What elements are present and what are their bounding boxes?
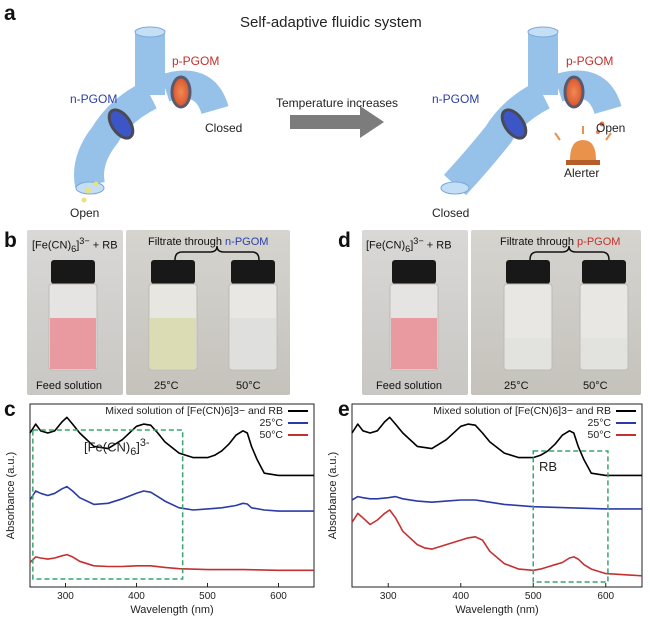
- panel-b-caption-25: 25°C: [154, 380, 179, 392]
- left-open-label: Open: [70, 206, 100, 220]
- panel-e-dashed-box: [532, 450, 609, 583]
- panel-c-plot-frame: [29, 403, 315, 588]
- panel-c-ylabel: Absorbance (a.u.): [5, 452, 17, 539]
- panel-e-letter: e: [338, 398, 350, 421]
- panel-a-title: Self-adaptive fluidic system: [240, 14, 422, 31]
- panel-c-letter: c: [4, 398, 16, 421]
- panel-d-filtrate-header: Filtrate through p-PGOM: [500, 236, 621, 248]
- panel-e-xtick-label-0: 300: [380, 591, 397, 602]
- panel-c-xtick-label-3: 600: [270, 591, 287, 602]
- alerter-icon: [554, 126, 612, 165]
- right-n-pgom-label: n-PGOM: [432, 92, 480, 106]
- panel-c-xtick-label-2: 500: [199, 591, 216, 602]
- panel-e-series-0-line: [351, 416, 642, 477]
- panel-c-chart: 300 400 500 600 Wavelength (nm) Absorbance (a…: [5, 403, 315, 616]
- left-p-membrane: [170, 75, 192, 109]
- temperature-arrow: [290, 106, 384, 138]
- panel-e-legend-label-0: Mixed solution of [Fe(CN)6]3− and RB: [433, 405, 611, 417]
- right-closed-label: Closed: [432, 206, 470, 220]
- panel-d-vials: [389, 245, 629, 371]
- panel-d-feed-caption: Feed solution: [376, 380, 443, 392]
- panel-e-chart: 300 400 500 600 Wavelength (nm) Absorbance (a…: [327, 403, 643, 616]
- panel-b-letter: b: [4, 229, 17, 252]
- right-p-pgom-label: p-PGOM: [566, 54, 614, 68]
- panel-b-feed-caption: Feed solution: [36, 380, 103, 392]
- panel-c-legend-label-2: 50°C: [260, 429, 284, 441]
- panel-c-series-2-line: [29, 553, 314, 572]
- panel-b-caption-50: 50°C: [236, 380, 261, 392]
- panel-b-feed-header: [Fe(CN)6]3− + RB: [32, 236, 118, 254]
- panel-d-caption-50: 50°C: [583, 380, 608, 392]
- panel-a-letter: a: [4, 2, 16, 25]
- panel-e-series-2-line: [351, 509, 643, 577]
- panel-c-series-0-line: [29, 416, 314, 477]
- right-open-label: Open: [596, 121, 626, 135]
- panel-d-feed-header: [Fe(CN)6]3− + RB: [366, 236, 452, 254]
- panel-c-xlabel: Wavelength (nm): [130, 604, 213, 616]
- right-n-membrane: [500, 108, 528, 140]
- left-closed-label: Closed: [205, 121, 243, 135]
- panel-e-legend-label-2: 50°C: [588, 429, 612, 441]
- left-p-pgom-label: p-PGOM: [172, 54, 220, 68]
- panel-e-xlabel: Wavelength (nm): [455, 604, 538, 616]
- panel-c-legend-label-1: 25°C: [260, 417, 284, 429]
- panel-e-annotation: RB: [539, 459, 557, 474]
- panel-d-caption-25: 25°C: [504, 380, 529, 392]
- panel-e-ylabel: Absorbance (a.u.): [327, 452, 339, 539]
- left-n-membrane: [107, 108, 135, 140]
- panel-b-vials: [48, 245, 278, 371]
- right-p-membrane: [563, 75, 585, 109]
- panel-e-legend-label-1: 25°C: [588, 417, 612, 429]
- panel-c-xtick-label-1: 400: [128, 591, 145, 602]
- panel-e-plot-frame: [351, 403, 643, 588]
- arrow-label: Temperature increases: [276, 96, 399, 110]
- panel-c-xtick-label-0: 300: [57, 591, 74, 602]
- panel-c-series-1-line: [29, 485, 314, 512]
- panel-e-series-1-line: [351, 495, 642, 510]
- panel-a-illustration: [74, 26, 622, 203]
- panel-c-legend-label-0: Mixed solution of [Fe(CN)6]3− and RB: [105, 405, 283, 417]
- panel-e-xtick-label-2: 500: [525, 591, 542, 602]
- panel-d-letter: d: [338, 229, 351, 252]
- panel-e-xtick-label-3: 600: [597, 591, 614, 602]
- panel-c-annotation: [Fe(CN)6]3-: [84, 437, 150, 458]
- panel-c-dashed-box: [32, 429, 184, 580]
- left-pipe: [74, 26, 229, 195]
- panel-e-xtick-label-1: 400: [452, 591, 469, 602]
- alerter-label: Alerter: [564, 166, 600, 180]
- left-n-pgom-label: n-PGOM: [70, 92, 118, 106]
- panel-b-filtrate-header: Filtrate through n-PGOM: [148, 236, 269, 248]
